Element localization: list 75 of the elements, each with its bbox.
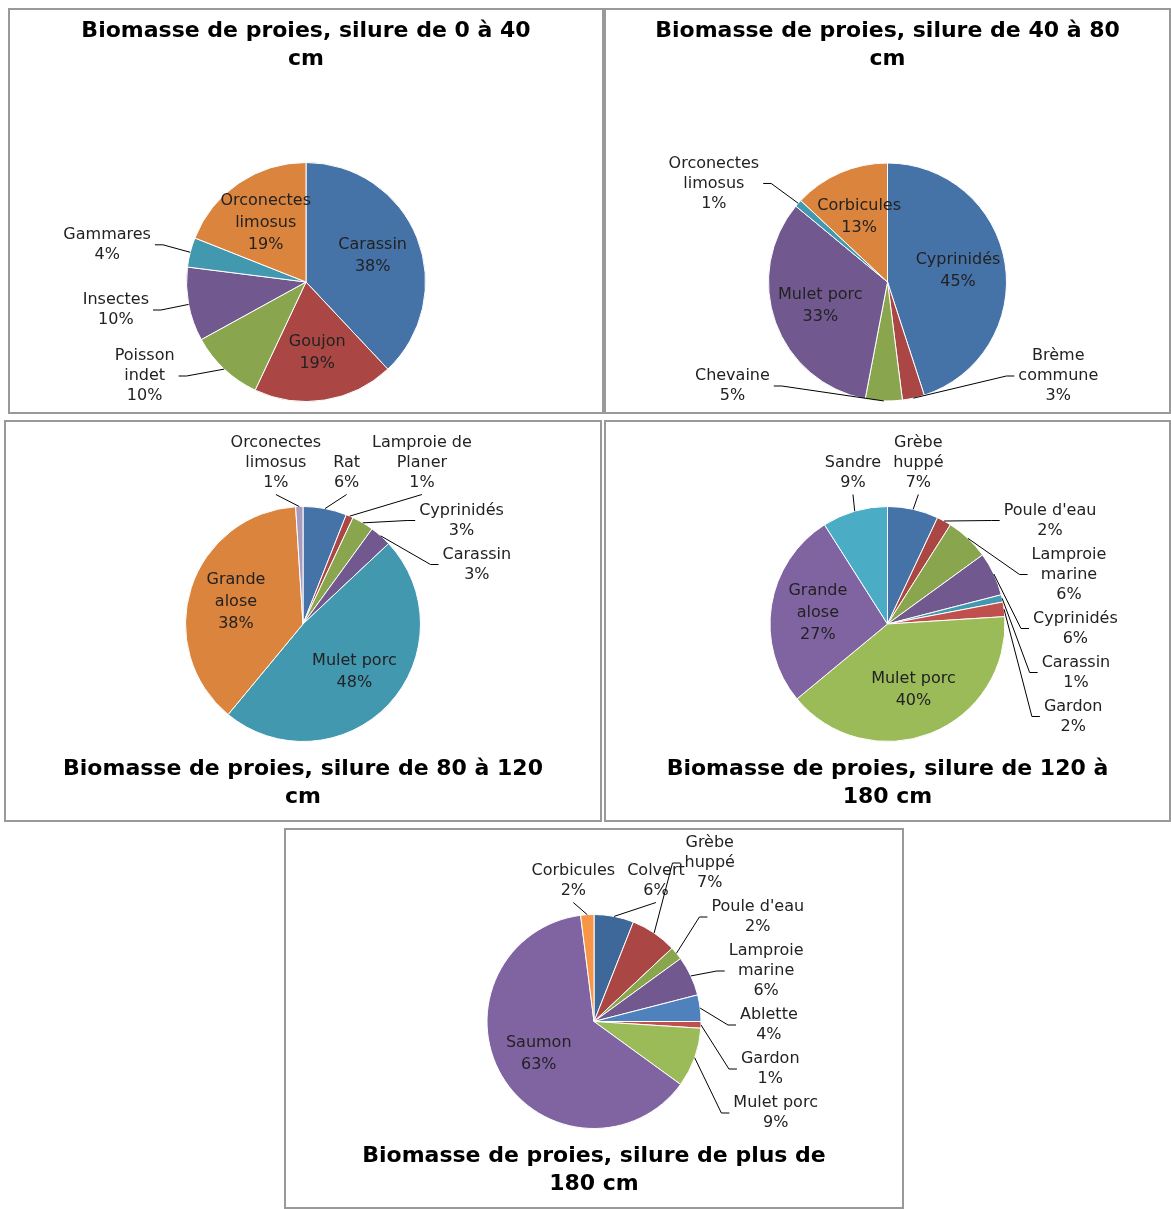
data-label: 1% (1063, 671, 1089, 691)
data-label: 6% (753, 980, 779, 1000)
text: Biomasse de proies, silure de 120 à 180 cm (665, 754, 1110, 810)
slice-label: Carassin (338, 233, 407, 253)
data-label: 33% (802, 306, 839, 326)
data-label: 1% (409, 471, 435, 491)
data-label: 4% (756, 1024, 782, 1044)
slice-label: Goujon (288, 330, 346, 350)
slice-label: Corbicules (531, 859, 616, 879)
data-label: 4% (94, 243, 120, 263)
data-label: 2% (1037, 519, 1063, 539)
slice-label: Saumon (505, 1032, 572, 1052)
slice-label: Cyprinidés (915, 248, 1001, 268)
data-label: 9% (762, 1112, 789, 1132)
slice-label: Grèbe huppé (684, 832, 735, 872)
data-label: 9% (840, 471, 866, 491)
data-label: 38% (218, 613, 254, 633)
data-label: 40% (895, 689, 932, 709)
data-label: 1% (701, 192, 727, 212)
slice-label: Mulet porc (871, 667, 956, 687)
data-label: 6% (1056, 583, 1082, 603)
data-label: 10% (98, 309, 134, 329)
data-label: 1% (757, 1068, 783, 1088)
data-label: 10% (126, 385, 163, 405)
slice-label: Lamproie marine (1031, 543, 1107, 583)
slice-label: Mulet porc (778, 284, 863, 304)
slice-label: Cyprinidés (1033, 607, 1118, 627)
slice-label: Cyprinidés (419, 499, 504, 519)
data-label: 6% (333, 471, 360, 491)
data-label: 2% (1060, 715, 1086, 735)
slice-label: Grande alose (788, 580, 848, 622)
slice-label: Poule d'eau (1003, 499, 1097, 519)
data-label: 2% (560, 879, 587, 899)
data-label: 3% (464, 563, 490, 583)
slice-label: Gardon (1043, 695, 1103, 715)
data-label: 48% (336, 672, 373, 692)
slice-label: Rat (333, 451, 361, 471)
data-label: 45% (940, 270, 976, 290)
data-label: 1% (263, 471, 289, 491)
slice-label: Gammares (63, 223, 151, 243)
slice-label: Grande alose (206, 569, 266, 611)
slice-label: Mulet porc (312, 650, 397, 670)
text: Biomasse de proies, silure de 80 à 120 cm (63, 754, 543, 810)
chart-title: Biomasse de proies, silure de 0 à 40 cm (80, 16, 532, 72)
text: Biomasse de proies, silure de plus de 180 cm (361, 1141, 827, 1197)
slice-label: Insectes (82, 289, 150, 309)
slice-label: Carassin (442, 543, 512, 563)
data-label: 13% (841, 216, 877, 236)
data-label: 38% (354, 255, 391, 275)
slice-label: Grèbe huppé (893, 431, 944, 471)
slice-label: Chevaine (694, 365, 770, 385)
slice-label: Mulet porc (733, 1092, 818, 1112)
data-label: 7% (697, 872, 723, 892)
data-label: 3% (1045, 385, 1071, 405)
slice-label: Poule d'eau (711, 896, 805, 916)
data-label: 5% (719, 385, 746, 405)
slice-label: Orconectes limosus (230, 431, 322, 471)
data-label: 63% (520, 1054, 557, 1074)
slice-label: Sandre (824, 451, 882, 471)
data-label: 3% (448, 519, 475, 539)
slice-label: Poisson indet (114, 345, 175, 385)
slice-label: Brème commune (1018, 345, 1099, 385)
chart-title: Biomasse de proies, silure de 40 à 80 cm (654, 16, 1121, 72)
slice-label: Carassin (1041, 651, 1111, 671)
data-label: 6% (1062, 627, 1089, 647)
slice-label: Orconectes limosus (668, 152, 760, 192)
slice-label: Lamproie de Planer (372, 431, 472, 471)
slice-label: Ablette (739, 1004, 798, 1024)
data-label: 7% (905, 471, 932, 491)
data-label: 27% (800, 624, 836, 644)
slice-label: Gardon (740, 1048, 800, 1068)
data-label: 19% (299, 352, 335, 372)
data-label: 2% (745, 916, 771, 936)
slice-label: Lamproie marine (728, 940, 804, 980)
data-label: 19% (247, 233, 284, 253)
